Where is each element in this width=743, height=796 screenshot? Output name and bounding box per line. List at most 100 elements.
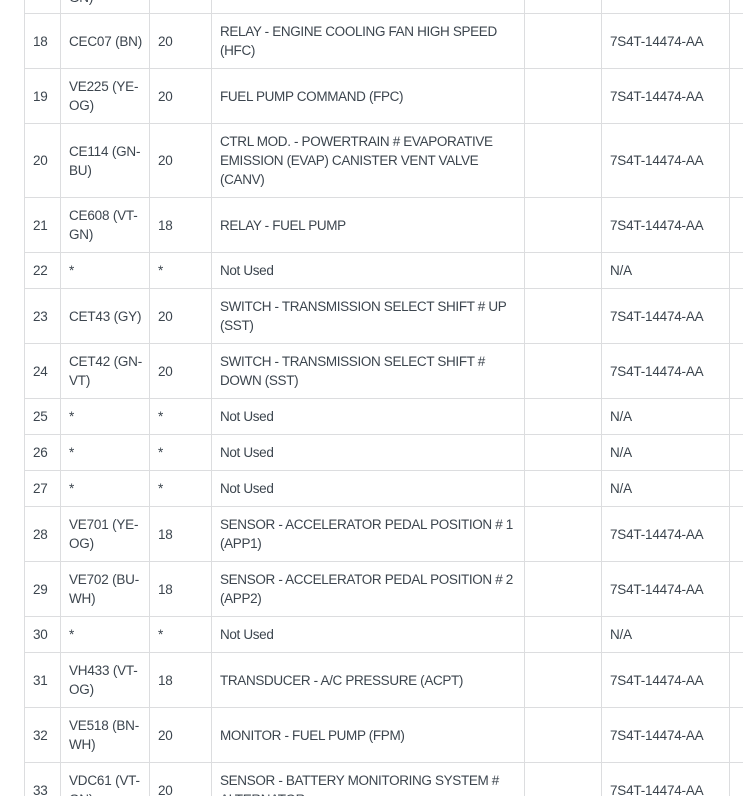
part-number-cell: N/A bbox=[601, 616, 730, 653]
table-row: 29 VE702 (BU-WH) 18 SENSOR - ACCELERATOR PE… bbox=[24, 561, 743, 617]
table-row: 31 VH433 (VT-OG) 18 TRANSDUCER - A/C PRESSU… bbox=[24, 652, 743, 708]
circuit-cell: CE608 (VT-GN) bbox=[60, 197, 150, 253]
part-number-cell: N/A bbox=[601, 398, 730, 435]
pin-cell: 19 bbox=[24, 68, 61, 124]
table-row: 25 * * Not Used N/A bbox=[24, 398, 743, 435]
circuit-cell: GN) bbox=[60, 0, 150, 14]
table-row: 27 * * Not Used N/A bbox=[24, 470, 743, 507]
description-cell: MONITOR - FUEL PUMP (FPM) bbox=[211, 707, 525, 763]
table-row: 26 * * Not Used N/A bbox=[24, 434, 743, 471]
part-number-cell: 7S4T-14474-AA bbox=[601, 123, 730, 198]
circuit-cell: * bbox=[60, 252, 150, 289]
spacer-cell bbox=[524, 470, 602, 507]
description-cell: Not Used bbox=[211, 398, 525, 435]
spacer-cell bbox=[524, 616, 602, 653]
description-cell: RELAY - ENGINE COOLING FAN HIGH SPEED (H… bbox=[211, 13, 525, 69]
description-cell: SENSOR - ACCELERATOR PEDAL POSITION # 1 … bbox=[211, 506, 525, 562]
table-row: 30 * * Not Used N/A bbox=[24, 616, 743, 653]
table-row: 22 * * Not Used N/A bbox=[24, 252, 743, 289]
spacer-cell bbox=[524, 13, 602, 69]
spacer-cell bbox=[524, 197, 602, 253]
pin-cell: 20 bbox=[24, 123, 61, 198]
circuit-cell: * bbox=[60, 616, 150, 653]
circuit-cell: * bbox=[60, 434, 150, 471]
spacer-cell bbox=[524, 68, 602, 124]
spacer-cell bbox=[524, 123, 602, 198]
table-row: 28 VE701 (YE-OG) 18 SENSOR - ACCELERATOR PE… bbox=[24, 506, 743, 562]
gauge-cell: 18 bbox=[149, 561, 212, 617]
edge-cell bbox=[729, 68, 743, 124]
pin-cell bbox=[24, 0, 61, 14]
table-row: 23 CET43 (GY) 20 SWITCH - TRANSMISSION SELE… bbox=[24, 288, 743, 344]
edge-cell bbox=[729, 652, 743, 708]
spacer-cell bbox=[524, 707, 602, 763]
part-number-cell: 7S4T-14474-AA bbox=[601, 288, 730, 344]
spacer-cell bbox=[524, 252, 602, 289]
spacer-cell bbox=[524, 434, 602, 471]
table-row-partial: GN) bbox=[24, 0, 743, 14]
circuit-cell: CET43 (GY) bbox=[60, 288, 150, 344]
circuit-cell: VH433 (VT-OG) bbox=[60, 652, 150, 708]
gauge-cell: * bbox=[149, 252, 212, 289]
pin-cell: 18 bbox=[24, 13, 61, 69]
circuit-cell: VE225 (YE-OG) bbox=[60, 68, 150, 124]
clipped-circuit-text: GN) bbox=[69, 0, 93, 7]
edge-cell bbox=[729, 13, 743, 69]
edge-cell bbox=[729, 343, 743, 399]
circuit-cell: CET42 (GN-VT) bbox=[60, 343, 150, 399]
part-number-cell: 7S4T-14474-AA bbox=[601, 13, 730, 69]
table-row: 32 VE518 (BN-WH) 20 MONITOR - FUEL PUMP (FP… bbox=[24, 707, 743, 763]
description-cell: SENSOR - ACCELERATOR PEDAL POSITION # 2 … bbox=[211, 561, 525, 617]
circuit-cell: VE701 (YE-OG) bbox=[60, 506, 150, 562]
pin-cell: 21 bbox=[24, 197, 61, 253]
description-cell: SWITCH - TRANSMISSION SELECT SHIFT # DOW… bbox=[211, 343, 525, 399]
pin-cell: 28 bbox=[24, 506, 61, 562]
circuit-cell: VE518 (BN-WH) bbox=[60, 707, 150, 763]
gauge-cell: 20 bbox=[149, 13, 212, 69]
edge-cell bbox=[729, 123, 743, 198]
edge-cell bbox=[729, 0, 743, 14]
edge-cell bbox=[729, 616, 743, 653]
circuit-cell: VDC61 (VT-GN) bbox=[60, 762, 150, 796]
pin-cell: 25 bbox=[24, 398, 61, 435]
pin-cell: 22 bbox=[24, 252, 61, 289]
spacer-cell bbox=[524, 343, 602, 399]
part-number-cell bbox=[601, 0, 730, 14]
gauge-cell: * bbox=[149, 398, 212, 435]
table-row: 21 CE608 (VT-GN) 18 RELAY - FUEL PUMP 7S4T-1… bbox=[24, 197, 743, 253]
pin-cell: 29 bbox=[24, 561, 61, 617]
description-cell bbox=[211, 0, 525, 14]
edge-cell bbox=[729, 561, 743, 617]
circuit-cell: CE114 (GN-BU) bbox=[60, 123, 150, 198]
circuit-cell: * bbox=[60, 470, 150, 507]
gauge-cell bbox=[149, 0, 212, 14]
pin-cell: 23 bbox=[24, 288, 61, 344]
gauge-cell: 18 bbox=[149, 197, 212, 253]
edge-cell bbox=[729, 470, 743, 507]
part-number-cell: N/A bbox=[601, 434, 730, 471]
edge-cell bbox=[729, 252, 743, 289]
pin-cell: 27 bbox=[24, 470, 61, 507]
description-cell: CTRL MOD. - POWERTRAIN # EVAPORATIVE EMI… bbox=[211, 123, 525, 198]
part-number-cell: 7S4T-14474-AA bbox=[601, 762, 730, 796]
part-number-cell: 7S4T-14474-AA bbox=[601, 197, 730, 253]
description-cell: Not Used bbox=[211, 252, 525, 289]
edge-cell bbox=[729, 288, 743, 344]
table-row: 18 CEC07 (BN) 20 RELAY - ENGINE COOLING FAN… bbox=[24, 13, 743, 69]
spacer-cell bbox=[524, 0, 602, 14]
circuit-cell: CEC07 (BN) bbox=[60, 13, 150, 69]
gauge-cell: 18 bbox=[149, 506, 212, 562]
clipped-text-container: GN) bbox=[62, 0, 149, 13]
gauge-cell: 20 bbox=[149, 343, 212, 399]
gauge-cell: * bbox=[149, 616, 212, 653]
description-cell: FUEL PUMP COMMAND (FPC) bbox=[211, 68, 525, 124]
spacer-cell bbox=[524, 506, 602, 562]
part-number-cell: 7S4T-14474-AA bbox=[601, 561, 730, 617]
table-row: 20 CE114 (GN-BU) 20 CTRL MOD. - POWERTRAIN … bbox=[24, 123, 743, 198]
edge-cell bbox=[729, 197, 743, 253]
edge-cell bbox=[729, 398, 743, 435]
table-row: 24 CET42 (GN-VT) 20 SWITCH - TRANSMISSION S… bbox=[24, 343, 743, 399]
description-cell: TRANSDUCER - A/C PRESSURE (ACPT) bbox=[211, 652, 525, 708]
